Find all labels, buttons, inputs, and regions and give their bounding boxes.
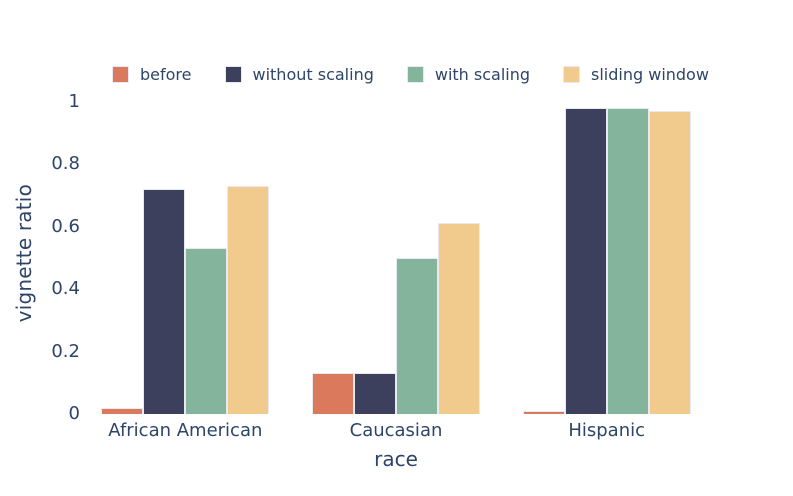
plot-area (80, 0, 712, 414)
legend-swatch (563, 65, 581, 83)
legend-item-sliding-window: sliding window (563, 65, 709, 84)
legend-label: sliding window (591, 64, 709, 84)
bar-with-scaling (606, 107, 649, 414)
bar-sliding-window (227, 185, 270, 414)
legend-swatch (112, 65, 129, 83)
bar-before (101, 407, 144, 414)
y-tick-label: 0.6 (51, 215, 80, 237)
legend-label: without scaling (252, 64, 374, 84)
x-tick-label: Hispanic (568, 420, 646, 441)
x-axis-tick-labels: African American Caucasian Hispanic (80, 420, 712, 441)
bar-group-caucasian (291, 223, 502, 414)
legend-item-without-scaling: without scaling (224, 64, 374, 84)
bar-without-scaling (354, 373, 396, 414)
y-axis-tick-labels: 0 0.2 0.4 0.6 0.8 1 (0, 0, 80, 496)
y-tick-label: 0.8 (51, 153, 80, 174)
bar-before (522, 410, 565, 414)
y-tick-label: 0 (68, 403, 80, 424)
bar-with-scaling (185, 248, 228, 414)
bar-sliding-window (648, 110, 691, 414)
bar-before (312, 373, 354, 414)
bar-without-scaling (143, 189, 186, 414)
chart-legend: before without scaling with scaling sliding… (112, 61, 709, 87)
y-tick-label: 0.2 (51, 340, 80, 362)
x-tick-label: African American (108, 420, 263, 441)
legend-label: before (140, 64, 192, 84)
legend-swatch (406, 65, 424, 83)
bar-without-scaling (564, 107, 607, 414)
x-axis-title: race (374, 447, 418, 471)
bar-group-african-american (80, 185, 291, 414)
legend-item-before: before (112, 65, 192, 84)
x-tick-label: Caucasian (349, 420, 443, 441)
bar-with-scaling (396, 257, 438, 414)
y-tick-label: 1 (68, 90, 80, 112)
legend-swatch (224, 65, 242, 83)
y-tick-label: 0.4 (51, 278, 80, 299)
legend-item-with-scaling: with scaling (406, 64, 531, 84)
bar-group-hispanic (501, 107, 712, 414)
bar-sliding-window (438, 223, 480, 414)
legend-label: with scaling (434, 64, 531, 84)
